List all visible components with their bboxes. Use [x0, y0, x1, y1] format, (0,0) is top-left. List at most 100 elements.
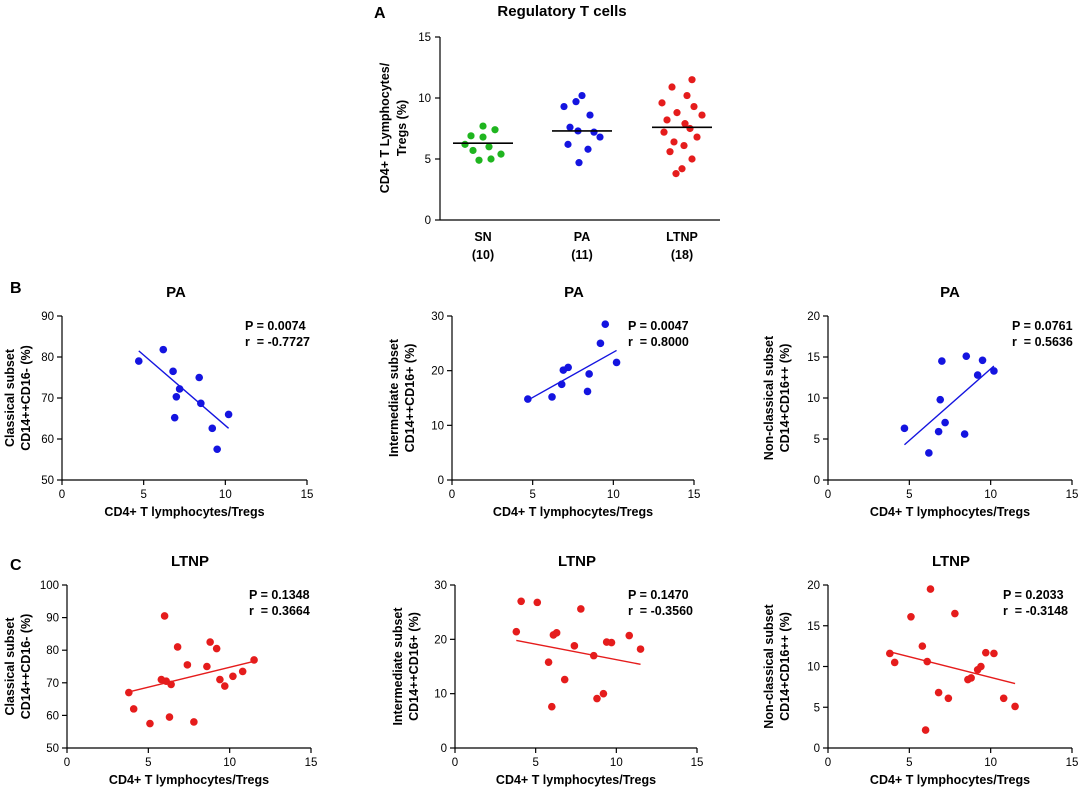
chart-title: PA: [564, 284, 584, 301]
y-tick-label: 30: [434, 580, 447, 592]
data-point: [960, 430, 969, 438]
data-point-sn: [479, 133, 487, 141]
y-tick-label: 70: [41, 393, 54, 405]
data-point: [544, 658, 553, 666]
x-tick-label: 5: [145, 757, 151, 769]
x-tick-label: 15: [688, 489, 701, 501]
data-point: [250, 656, 258, 664]
x-tick-label: SN: [474, 230, 491, 244]
y-tick-label: 20: [434, 634, 447, 646]
x-tick-label: 10: [223, 757, 236, 769]
y-axis-label-line: CD14++CD16+ (%): [403, 344, 417, 453]
data-point: [585, 370, 593, 378]
data-point: [593, 694, 601, 703]
data-point: [195, 373, 203, 382]
y-tick-label: 5: [425, 154, 431, 166]
data-point: [977, 662, 985, 671]
data-point: [886, 649, 894, 658]
x-axis-label: CD4+ T lymphocytes/Tregs: [104, 505, 264, 519]
p-value: P = 0.0074: [245, 319, 306, 333]
data-point: [557, 380, 566, 389]
data-point: [183, 661, 192, 669]
data-point: [607, 638, 616, 647]
y-tick-label: 20: [807, 580, 820, 592]
y-axis-label-line: Non-classical subset: [762, 603, 776, 728]
y-axis-label-line: Intermediate subset: [391, 607, 405, 726]
p-value: P = 0.0761: [1012, 319, 1073, 333]
x-tick-label: 0: [825, 757, 831, 769]
y-axis-label-line: CD14++CD16+ (%): [407, 612, 421, 721]
data-point: [941, 418, 949, 427]
data-point-ltnp: [686, 124, 694, 133]
y-axis-label-line: Intermediate subset: [387, 338, 401, 457]
data-point: [208, 424, 217, 433]
data-point: [612, 358, 621, 367]
data-point: [524, 395, 532, 403]
data-point-pa: [584, 145, 592, 153]
x-tick-label: 10: [607, 489, 620, 501]
data-point: [206, 638, 214, 646]
data-point: [999, 694, 1008, 703]
data-point: [577, 605, 585, 613]
panel-label-b: B: [10, 280, 22, 297]
y-tick-label: 10: [434, 689, 447, 701]
data-point-ltnp: [690, 102, 698, 111]
data-point-sn: [485, 143, 493, 151]
data-point: [973, 371, 982, 379]
chart-title: LTNP: [171, 553, 209, 570]
data-point-pa: [560, 102, 568, 111]
y-tick-label: 80: [41, 352, 54, 364]
data-point: [900, 424, 909, 433]
data-point-sn: [469, 146, 477, 155]
y-tick-label: 0: [438, 475, 444, 487]
y-tick-label: 100: [40, 580, 59, 592]
x-tick-label: 10: [610, 757, 623, 769]
data-point-ltnp: [698, 111, 706, 119]
y-tick-label: 50: [41, 475, 54, 487]
data-point: [926, 585, 935, 593]
x-tick-label: 5: [906, 489, 912, 501]
data-point-ltnp: [688, 155, 696, 163]
data-point: [170, 413, 179, 422]
data-point: [564, 363, 572, 372]
x-tick-label: 15: [1066, 489, 1079, 501]
r-value: r = -0.3560: [628, 604, 693, 618]
y-tick-label: 5: [814, 702, 820, 714]
data-point-ltnp: [668, 83, 676, 91]
data-point: [936, 395, 945, 404]
chart-b1: PA 50 60 70 80 90 0 5 10 15 CD4+ T lymphocytes/Tre…: [3, 284, 313, 519]
x-tick-label: 15: [305, 757, 318, 769]
data-point: [203, 662, 211, 671]
data-point-pa: [578, 91, 586, 100]
y-tick-label: 60: [46, 710, 59, 722]
y-tick-label: 90: [46, 613, 59, 625]
y-tick-label: 80: [46, 645, 59, 657]
data-point: [938, 357, 946, 365]
data-point-pa: [596, 133, 604, 141]
data-point: [962, 352, 971, 360]
data-point: [934, 688, 943, 697]
data-point: [596, 339, 605, 348]
chart-title: PA: [166, 284, 186, 301]
y-tick-label: 0: [425, 215, 431, 227]
data-point: [160, 612, 169, 620]
chart-b2: PA 0 10 20 30 0 5 10 15 CD4+ T lymphocytes/Tregs I…: [387, 284, 700, 519]
chart-c2: LTNP 0 10 20 30 0 5 10 15 CD4+ T lymphocytes/Treg…: [391, 553, 703, 787]
data-point: [172, 392, 181, 401]
y-tick-label: 0: [814, 475, 820, 487]
y-tick-label: 60: [41, 434, 54, 446]
x-tick-label: 0: [825, 489, 831, 501]
data-point: [921, 726, 930, 734]
data-point: [990, 649, 998, 658]
chart-c1: LTNP 50 60 70 80 90 100 0 5 10 15 CD4+ T lymphocyte…: [3, 553, 317, 787]
data-point-ltnp: [678, 165, 686, 173]
data-point: [1011, 702, 1019, 711]
data-point: [220, 682, 229, 690]
data-point: [190, 718, 198, 726]
chart-a: Regulatory T cells 0 5 10 15 CD4+ T Lymphocyt…: [378, 3, 720, 262]
x-axis-label: CD4+ T lymphocytes/Tregs: [493, 505, 653, 519]
y-tick-label: 5: [814, 434, 820, 446]
x-tick-label: 0: [59, 489, 65, 501]
y-axis-label-line: CD14++CD16- (%): [19, 345, 33, 451]
data-point: [517, 597, 525, 606]
